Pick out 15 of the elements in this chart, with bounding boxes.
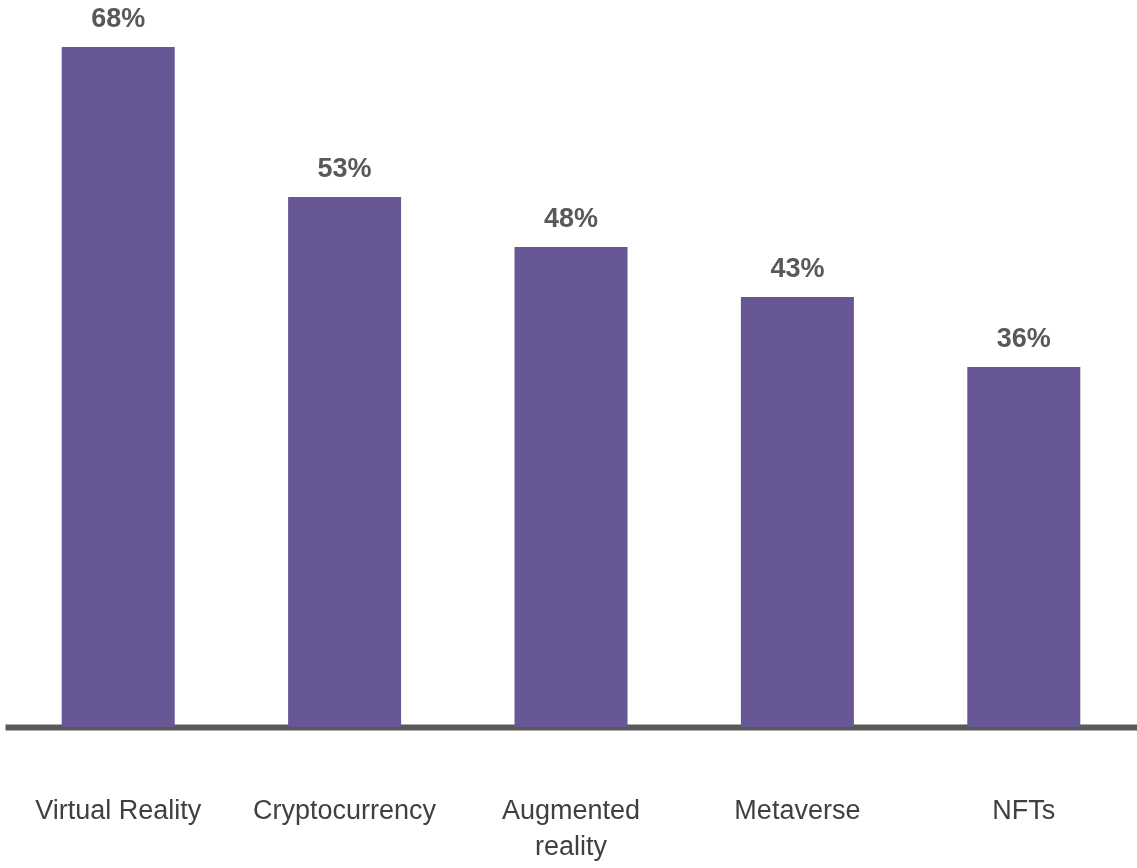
- x-tick-label: Virtual Reality: [35, 794, 202, 825]
- data-label: 53%: [317, 153, 372, 183]
- x-tick-label: NFTs: [992, 794, 1056, 825]
- x-tick-label: Cryptocurrency: [253, 794, 437, 825]
- data-label: 43%: [770, 253, 825, 283]
- bar: [61, 47, 175, 727]
- bar: [967, 367, 1081, 727]
- data-label: 36%: [996, 323, 1051, 353]
- x-tick-label: Augmented reality: [501, 794, 641, 861]
- bar: [514, 247, 628, 727]
- x-tick-label: Metaverse: [734, 794, 861, 825]
- data-label: 48%: [543, 203, 599, 233]
- bar: [288, 197, 402, 727]
- data-label: 68%: [91, 3, 146, 33]
- bar: [740, 297, 854, 727]
